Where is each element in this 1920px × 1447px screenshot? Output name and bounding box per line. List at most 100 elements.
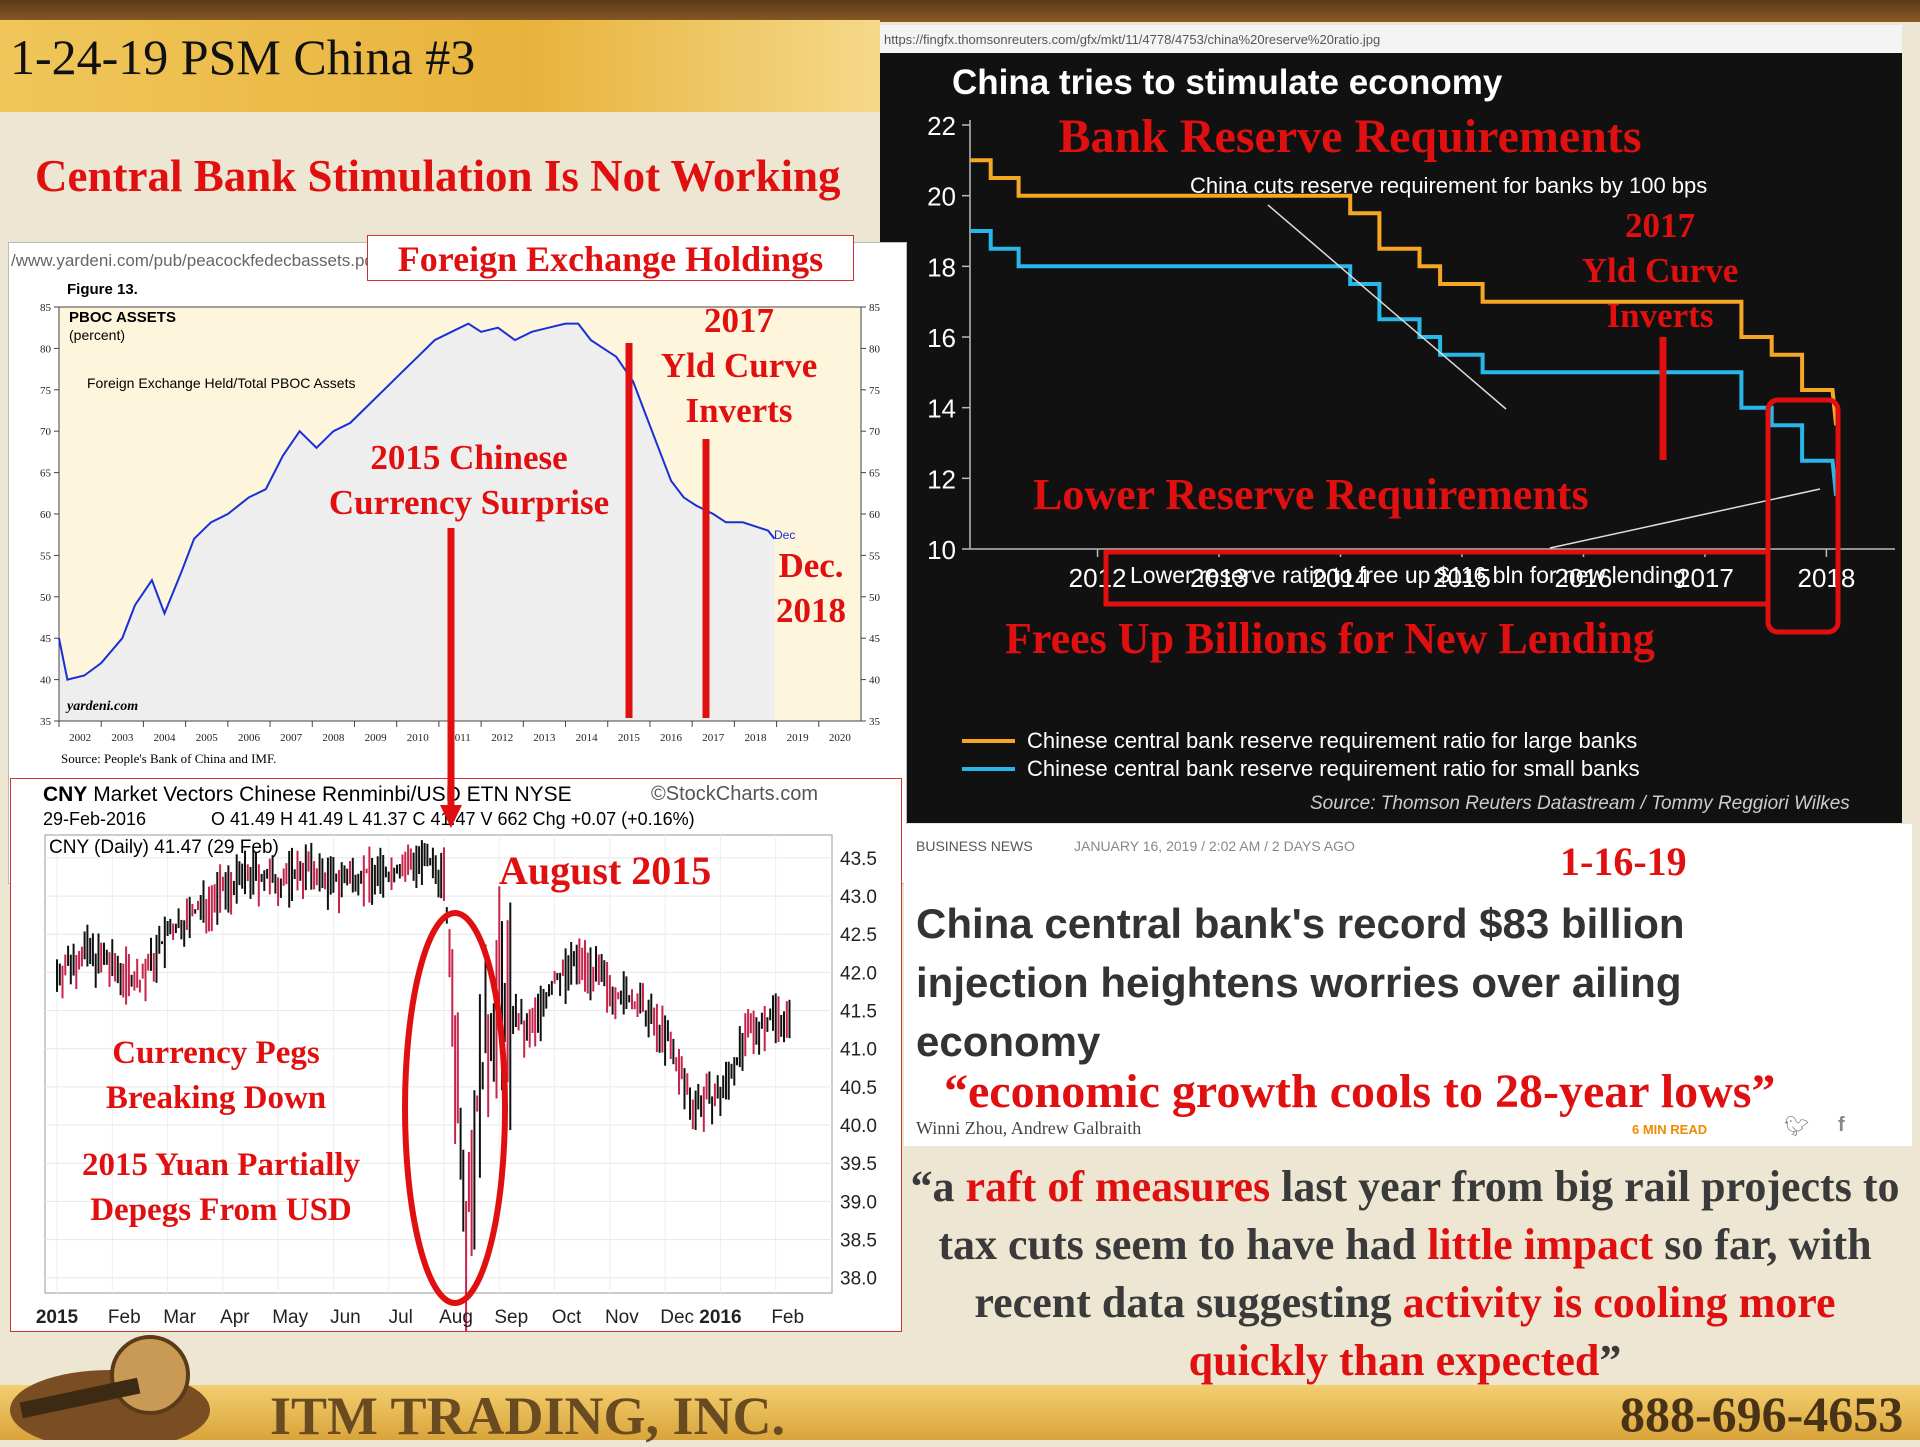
y-tick-label: 39.5 — [840, 1154, 877, 1175]
x-tick-label: Oct — [552, 1307, 582, 1328]
y-tick-label: 75 — [40, 385, 52, 397]
x-tick-label: Feb — [771, 1307, 804, 1328]
x-tick-label: 2006 — [238, 732, 261, 744]
fx-title-box: Foreign Exchange Holdings — [367, 235, 854, 281]
cny-ticker: CNY — [43, 783, 88, 806]
twitter-icon[interactable]: 🐦︎ — [1784, 1116, 1810, 1138]
x-tick-label: 2016 — [1555, 563, 1613, 593]
figure-label: Figure 13. — [67, 281, 138, 298]
y-tick-label: 80 — [40, 343, 52, 355]
y-tick-label-right: 60 — [869, 509, 881, 521]
logo-globe-icon — [10, 1335, 210, 1440]
footer-bar — [0, 1385, 1920, 1440]
fx-box-title: Foreign Exchange Holdings — [397, 239, 824, 279]
annotation-lower-reserve: Lower Reserve Requirements — [1033, 470, 1589, 519]
yardeni-brand: yardeni.com — [67, 699, 139, 714]
x-tick-label: 2010 — [407, 732, 430, 744]
surprise-line-2: Currency Surprise — [328, 483, 610, 522]
free-note-leader — [1549, 488, 1821, 549]
cny-chart-svg: 43.5 43.0 42.5 42.0 41.5 41.0 40.5 40.0 39.5 39.0… — [36, 834, 877, 1331]
headline-line-3: economy — [916, 1018, 1101, 1065]
x-tick-label: 2013 — [533, 732, 556, 744]
chart-title: China tries to stimulate economy — [952, 63, 1503, 102]
fx-source: Source: People's Bank of China and IMF. — [61, 751, 277, 766]
y-tick-label: 41.0 — [840, 1040, 877, 1061]
annotation-yld-curve: 2017 Yld Curve Inverts — [639, 298, 839, 433]
top-border — [0, 0, 1920, 22]
y-tick-label-right: 80 — [869, 343, 881, 355]
quote-block: “a raft of measures last year from big r… — [900, 1158, 1910, 1390]
yld-line-1: 2017 — [704, 301, 774, 340]
headline-line-2: injection heightens worries over ailing — [916, 959, 1682, 1006]
y-tick-label-right: 65 — [869, 468, 881, 480]
dec-tag: Dec — [774, 528, 796, 542]
yld-line-3: Inverts — [1606, 296, 1714, 335]
company-name: ITM TRADING, INC. — [270, 1386, 786, 1446]
title-bar — [0, 20, 880, 112]
reserve-chart-panel: https://fingfx.thomsonreuters.com/gfx/mk… — [880, 25, 1902, 823]
x-tick-label: 2011 — [449, 732, 471, 744]
y-tick-label: 70 — [40, 426, 52, 438]
news-headline[interactable]: China central bank's record $83 billion … — [916, 894, 1685, 1071]
x-tick-label: Aug — [439, 1307, 473, 1328]
legend-small: Chinese central bank reserve requirement… — [1027, 756, 1640, 781]
x-tick-label: 2020 — [829, 732, 852, 744]
x-tick-label: 2012 — [1069, 563, 1127, 593]
y-tick-label: 39.0 — [840, 1192, 877, 1213]
headline-line-1: China central bank's record $83 billion — [916, 900, 1685, 947]
fx-chart-panel: /www.yardeni.com/pub/peacockfedecbassets… — [8, 235, 907, 884]
series-line-large-banks — [970, 158, 1839, 426]
x-tick-label: May — [272, 1307, 308, 1328]
cny-legend: CNY (Daily) 41.47 (29 Feb) — [49, 837, 279, 858]
yld-line-1: 2017 — [1625, 206, 1695, 245]
y-tick-label-right: 35 — [869, 716, 881, 728]
yld-line-3: Inverts — [685, 391, 793, 430]
y-tick-label: 43.0 — [840, 887, 877, 908]
facebook-icon[interactable]: f — [1838, 1114, 1845, 1136]
source-note: Source: Thomson Reuters Datastream / Tom… — [1310, 793, 1850, 814]
y-tick-label: 40.0 — [840, 1116, 877, 1137]
yld-line-2: Yld Curve — [1581, 251, 1739, 290]
news-panel: BUSINESS NEWS JANUARY 16, 2019 / 2:02 AM… — [904, 824, 1912, 1146]
y-tick-label-right: 55 — [869, 550, 881, 562]
y-tick-label-right: 50 — [869, 592, 881, 604]
quote-part-1: “a — [910, 1162, 966, 1211]
x-tick-label: 2018 — [744, 732, 767, 744]
read-time: 6 MIN READ — [1632, 1122, 1708, 1137]
quote-highlight-1: raft of measures — [965, 1162, 1271, 1211]
news-date-tag: 1-16-19 — [1560, 839, 1687, 884]
quote-highlight-3: activity is cooling more quickly than ex… — [1188, 1278, 1836, 1385]
pboc-label: PBOC ASSETS — [69, 309, 176, 326]
x-tick-label: Apr — [220, 1307, 250, 1328]
y-tick-label-right: 45 — [869, 633, 881, 645]
annotation-dec-2018: Dec. 2018 — [751, 543, 871, 633]
y-tick-label: 14 — [927, 394, 956, 424]
url-text: /www.yardeni.com/pub/peacockfedecbassets… — [11, 251, 374, 270]
x-tick-label: Sep — [494, 1307, 528, 1328]
y-tick-label: 38.0 — [840, 1269, 877, 1290]
slide-title: 1-24-19 PSM China #3 — [10, 29, 476, 85]
x-tick-label: 2016 — [699, 1307, 741, 1328]
quote-part-4: ” — [1599, 1336, 1622, 1385]
x-tick-label: 2016 — [660, 732, 683, 744]
x-tick-label: Mar — [163, 1307, 196, 1328]
legend-large: Chinese central bank reserve requirement… — [1027, 728, 1638, 753]
x-tick-label: 2013 — [1190, 563, 1248, 593]
dec-line-1: Dec. — [778, 546, 844, 585]
fx-series-line — [58, 322, 776, 681]
x-tick-label: 2017 — [702, 732, 725, 744]
x-tick-label: 2004 — [154, 732, 177, 744]
y-tick-label: 50 — [40, 592, 52, 604]
y-tick-label: 40.5 — [840, 1078, 877, 1099]
depeg-line-1: 2015 Yuan Partially — [81, 1147, 361, 1183]
depeg-line-2: Depegs From USD — [90, 1192, 352, 1228]
y-tick-label: 41.5 — [840, 1002, 877, 1023]
fx-chart-svg: 85 85 80 80 75 75 70 70 65 65 60 60 55 55 50 50 45 45 40 40… — [40, 302, 881, 744]
news-byline: Winni Zhou, Andrew Galbraith — [916, 1118, 1142, 1138]
y-tick-label: 38.5 — [840, 1231, 877, 1252]
cut-note: China cuts reserve requirement for banks… — [1190, 173, 1708, 198]
quote-highlight-2: little impact — [1427, 1220, 1654, 1269]
news-category: BUSINESS NEWS — [916, 838, 1033, 854]
annotation-yld-curve: 2017 Yld Curve Inverts — [1570, 203, 1750, 338]
